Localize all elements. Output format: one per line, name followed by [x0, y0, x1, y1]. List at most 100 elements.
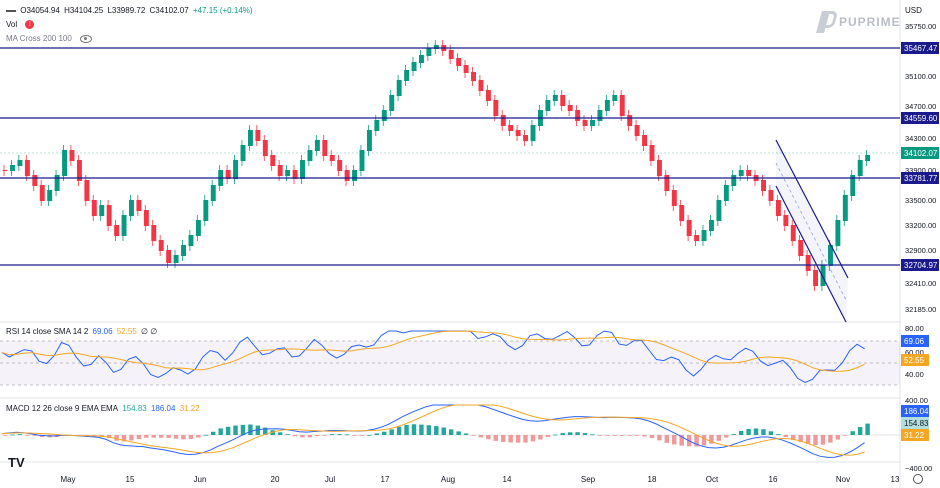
- time-tick: 16: [769, 475, 778, 484]
- ohlc-open: O34054.94: [20, 6, 60, 15]
- macd-hist-bar: [374, 433, 380, 435]
- time-tick: Sep: [581, 475, 596, 484]
- macd-hist-bar: [471, 435, 476, 436]
- price-tick: 33900.00: [905, 166, 936, 175]
- macd-hist-bar: [32, 435, 37, 436]
- volume-legend[interactable]: Vol !: [6, 20, 36, 30]
- time-axis[interactable]: May 15 Jun 20 Jul 17 Aug 14 Sep 18 Oct 16 Nov 13: [60, 475, 900, 484]
- macd-hist-bar: [315, 435, 320, 437]
- candle-body: [76, 160, 82, 181]
- macd-hist-bar: [738, 431, 744, 435]
- rsi-pane: [0, 330, 900, 386]
- price-tick: 34700.00: [905, 102, 936, 111]
- candle-body: [471, 72, 476, 81]
- macd-hist-bar: [277, 432, 283, 435]
- macd-legend-hist: 154.83: [122, 404, 147, 413]
- warning-icon[interactable]: !: [25, 20, 35, 30]
- macd-hist-bar: [657, 435, 662, 441]
- macd-legend[interactable]: MACD 12 26 close 9 EMA EMA 154.83 186.04…: [6, 404, 202, 413]
- candle-body: [842, 195, 848, 221]
- macd-hist-bar: [158, 435, 164, 438]
- tradingview-logo-icon[interactable]: TV: [8, 455, 25, 470]
- macd-histogram: [2, 423, 870, 447]
- time-tick: 20: [271, 475, 280, 484]
- candle-body: [433, 45, 439, 49]
- macd-hist-bar: [523, 435, 528, 443]
- price-tick: 32900.00: [905, 246, 936, 255]
- currency-label[interactable]: USD: [905, 6, 922, 15]
- support-resistance-levels: [0, 47, 900, 266]
- hidden-eye-icon[interactable]: [80, 34, 93, 43]
- macd-hist-bar: [843, 435, 848, 436]
- candle-body: [827, 245, 833, 266]
- macd-hist-bar: [605, 435, 610, 436]
- candle-body: [508, 125, 514, 131]
- price-axis[interactable]: 35750.00 35467.47 35100.00 34700.00 34559.60…: [901, 22, 939, 314]
- rsi-axis-tick: 80.00: [905, 324, 924, 333]
- price-label-bg: [901, 112, 939, 124]
- macd-hist-bar: [679, 435, 684, 446]
- macd-axis-tick: 400.00: [905, 396, 928, 405]
- candle-body: [448, 50, 454, 59]
- macd-hist-bar: [538, 435, 543, 440]
- macd-hist-bar: [850, 431, 855, 435]
- macd-axis-tick: −400.00: [905, 464, 932, 473]
- brand-mark-icon: [813, 9, 835, 35]
- macd-hist-bar: [642, 435, 647, 437]
- candle-body: [612, 95, 618, 101]
- candle-body: [642, 135, 648, 146]
- rsi-legend[interactable]: RSI 14 close SMA 14 2 69.06 52.55 ∅ ∅: [6, 327, 159, 336]
- ohlc-legend: O34054.94 H34104.25 L33989.72 C34102.07 …: [6, 6, 255, 15]
- candle-body: [775, 200, 781, 216]
- candle-body: [359, 150, 365, 171]
- candle-body: [701, 230, 707, 241]
- candle-body: [545, 100, 551, 111]
- macd-value-tag: 186.04: [904, 407, 929, 416]
- candle-body: [352, 170, 358, 181]
- candle-body: [485, 90, 491, 101]
- macd-legend-signal: 31.22: [179, 404, 200, 413]
- ohlc-close: C34102.07: [149, 6, 189, 15]
- candle-body: [233, 160, 239, 179]
- macd-hist-bar: [434, 426, 439, 435]
- candle-body: [761, 180, 766, 191]
- candle-body: [604, 100, 610, 111]
- candle-body: [381, 110, 387, 121]
- macd-hist-bar: [181, 435, 186, 440]
- macd-hist-bar: [865, 423, 870, 435]
- macd-value-bg: [901, 405, 929, 417]
- candle-body: [649, 145, 655, 161]
- price-tick: 35100.00: [905, 72, 936, 81]
- macd-legend-macd: 186.04: [150, 404, 176, 413]
- candle-body: [366, 130, 372, 151]
- macd-hist-bar: [612, 435, 617, 436]
- ma-legend[interactable]: MA Cross 200 100: [6, 34, 94, 43]
- symbol-icon[interactable]: [6, 9, 16, 12]
- macd-hist-bar: [813, 435, 818, 446]
- ohlc-high: H34104.25: [64, 6, 104, 15]
- macd-hist-bar: [575, 432, 580, 435]
- macd-hist-bar: [530, 435, 536, 442]
- price-label-tag: 33781.77: [904, 174, 938, 183]
- candle-body: [716, 200, 722, 221]
- price-tick: 32185.00: [905, 305, 936, 314]
- macd-hist-bar: [419, 424, 424, 435]
- time-tick: 13: [891, 475, 900, 484]
- candle-body: [195, 220, 201, 236]
- macd-hist-bar: [211, 431, 216, 435]
- macd-hist-bar: [218, 428, 223, 435]
- price-tick: 33500.00: [905, 196, 936, 205]
- candle-body: [560, 95, 566, 106]
- macd-hist-bar: [768, 431, 774, 435]
- candle-body: [619, 95, 625, 116]
- macd-hist-bar: [791, 435, 796, 440]
- descending-channel[interactable]: [775, 139, 849, 323]
- candle-body: [478, 80, 484, 91]
- candle-body: [114, 225, 120, 236]
- candle-body: [203, 200, 209, 221]
- settings-gear-icon[interactable]: [913, 474, 923, 484]
- candle-body: [17, 160, 23, 166]
- macd-value-bg: [901, 429, 929, 441]
- price-tick: 32410.00: [905, 279, 936, 288]
